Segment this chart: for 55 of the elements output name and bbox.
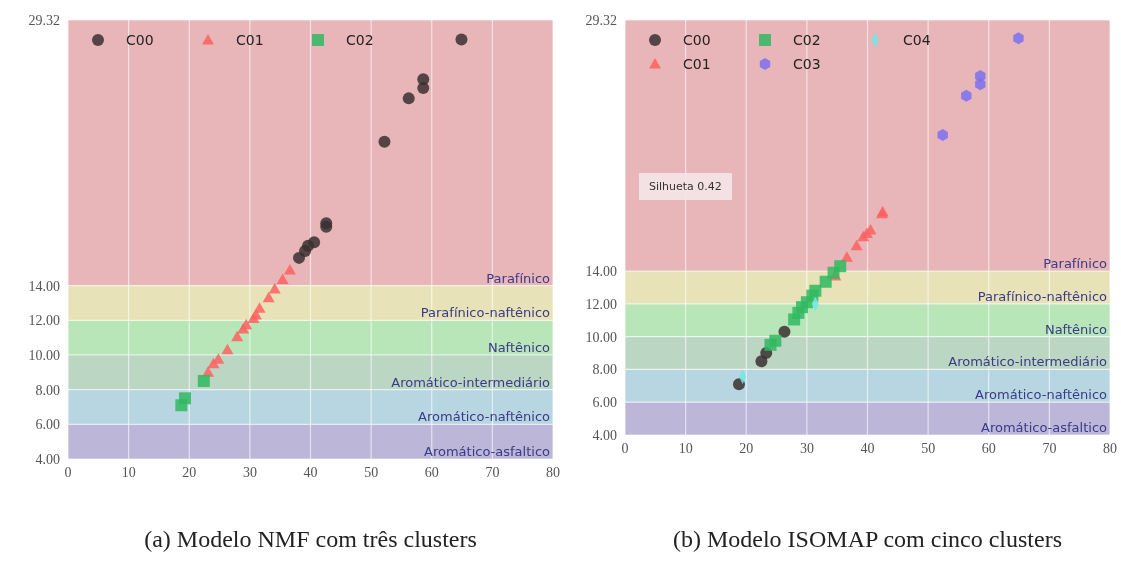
x-tick-label: 60 [981,440,996,456]
x-tick-label: 50 [921,440,936,456]
x-tick-label: 50 [364,464,379,480]
band-label: Aromático-intermediário [948,354,1108,370]
x-tick-label: 10 [121,464,136,480]
legend-label: C02 [793,32,821,48]
annotation: Silhueta 0.42 [639,173,732,200]
y-tick-label: 6.00 [35,417,60,433]
band-label: Parafínico [1043,256,1108,272]
x-tick-label: 20 [182,464,197,480]
band-label: Parafínico [486,270,551,286]
band-label: Aromático-intermediário [391,374,551,390]
legend-label: C03 [793,56,821,72]
x-tick-label: 40 [303,464,318,480]
y-tick-label: 12.00 [585,296,617,312]
x-tick-label: 10 [678,440,693,456]
band-label: Naftênico [1044,321,1108,337]
x-axis-title: (a) Modelo NMF com três clusters [143,526,478,553]
x-tick-label: 0 [621,440,629,456]
legend-label: C04 [903,32,931,48]
band-label: Aromático-naftênico [975,387,1108,403]
x-tick-label: 60 [424,464,439,480]
x-tick-label: 0 [64,464,72,480]
y-tick-label: 6.00 [592,395,617,411]
y-tick-label: 29.32 [585,12,617,28]
y-tick-label: 4.00 [592,427,617,443]
y-tick-label: 29.32 [28,12,60,28]
x-tick-label: 80 [546,464,560,480]
legend-label: C00 [126,32,154,48]
band-label: Aromático-asfaltico [424,444,551,459]
band-label: Parafínico-naftênico [977,288,1108,304]
x-tick-label: 30 [799,440,814,456]
x-tick-label: 20 [739,440,754,456]
y-tick-label: 10.00 [28,347,60,363]
band-label: Aromático-naftênico [418,409,551,425]
band-label: Naftênico [487,339,551,355]
y-tick-label: 4.00 [35,451,60,467]
y-tick-label: 8.00 [35,382,60,398]
band-label: Aromático-asfaltico [981,420,1108,435]
x-tick-label: 30 [242,464,257,480]
y-tick-label: 10.00 [585,329,617,345]
y-tick-label: 8.00 [592,362,617,378]
x-tick-label: 40 [860,440,875,456]
x-axis-title: (b) Modelo ISOMAP com cinco clusters [671,526,1064,553]
x-tick-label: 70 [1042,440,1057,456]
legend-label: C01 [683,56,711,72]
y-tick-label: 14.00 [28,278,60,294]
legend-label: C02 [346,32,374,48]
y-tick-label: 14.00 [585,264,617,280]
band-label: Parafínico-naftênico [420,305,551,321]
y-tick-label: 12.00 [28,313,60,329]
legend-label: C01 [236,32,264,48]
x-tick-label: 80 [1103,440,1117,456]
legend-label: C00 [683,32,711,48]
x-tick-label: 70 [485,464,500,480]
